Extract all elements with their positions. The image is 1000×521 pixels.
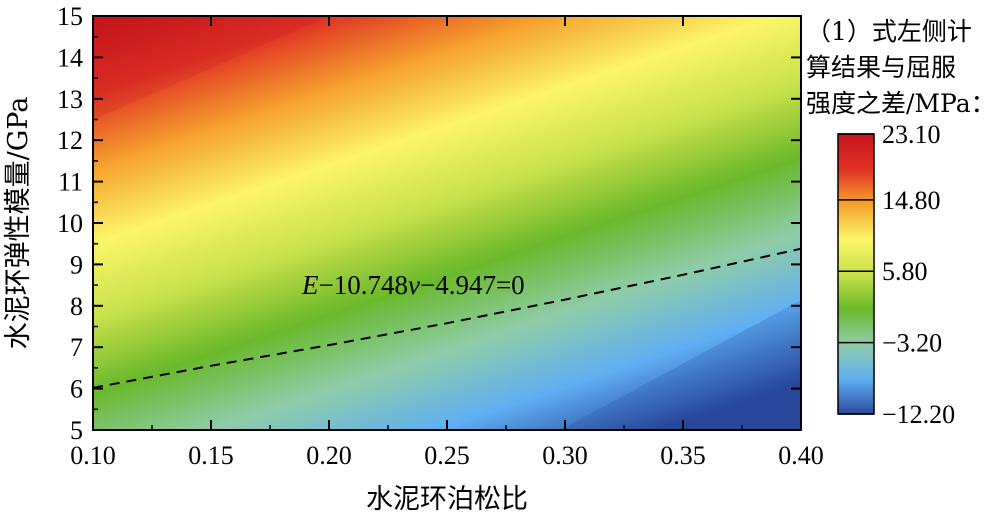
x-tick-label: 0.15 (188, 441, 234, 470)
y-tick-label: 14 (57, 43, 83, 72)
contour-line (92, 247, 802, 389)
colorbar-tick-label: −12.20 (882, 400, 955, 429)
heatmap-shading (93, 16, 801, 430)
colorbar-title-line-1: （1）式左侧计 (806, 17, 972, 46)
contour-label-nu: ν (408, 270, 420, 300)
contour-label-coef: −10.748 (319, 270, 408, 300)
y-tick-label: 8 (70, 292, 83, 321)
y-axis: 5 6 7 8 9 10 11 12 13 14 15 (57, 2, 801, 445)
x-tick-label: 0.30 (542, 441, 588, 470)
colorbar-bar (837, 133, 875, 415)
y-tick-label: 7 (70, 333, 83, 362)
x-tick-label: 0.20 (306, 441, 352, 470)
colorbar-tick-label: 5.80 (882, 257, 928, 286)
y-tick-label: 12 (57, 126, 83, 155)
x-tick-label: 0.10 (70, 441, 116, 470)
colorbar-tick-label: 14.80 (882, 186, 941, 215)
upper-left-shade (93, 16, 330, 120)
y-tick-label: 5 (70, 416, 83, 445)
x-tick-label: 0.35 (660, 441, 706, 470)
x-axis-title: 水泥环泊松比 (366, 484, 528, 515)
plot-area: E−10.748ν−4.947=0 (92, 15, 802, 431)
x-tick-label: 0.25 (424, 441, 470, 470)
colorbar-tick-label: 23.10 (882, 120, 941, 149)
x-tick-label: 0.40 (778, 441, 824, 470)
heatmap-field (93, 16, 801, 430)
y-tick-label: 11 (58, 168, 83, 197)
y-axis-title: 水泥环弹性模量/GPa (3, 97, 34, 350)
colorbar: （1）式左侧计 算结果与屈服 强度之差/MPa： 23.10 14.80 5.80 −… (806, 17, 996, 429)
y-tick-label: 10 (57, 209, 83, 238)
contour-label-rest: −4.947=0 (420, 270, 525, 300)
colorbar-title-line-3: 强度之差/MPa： (806, 89, 996, 118)
colorbar-title-line-2: 算结果与屈服 (806, 53, 956, 82)
x-axis: 0.10 0.15 0.20 0.25 0.30 0.35 0.40 (70, 16, 824, 470)
contour-label: E−10.748ν−4.947=0 (301, 270, 525, 300)
y-tick-label: 9 (70, 250, 83, 279)
colorbar-tick-label: −3.20 (882, 329, 942, 358)
y-tick-label: 6 (70, 375, 83, 404)
colorbar-ticks: 23.10 14.80 5.80 −3.20 −12.20 (838, 120, 955, 429)
lower-right-shade (560, 300, 801, 430)
y-tick-label: 15 (57, 2, 83, 31)
y-tick-label: 13 (57, 85, 83, 114)
contour-label-E: E (301, 270, 319, 300)
